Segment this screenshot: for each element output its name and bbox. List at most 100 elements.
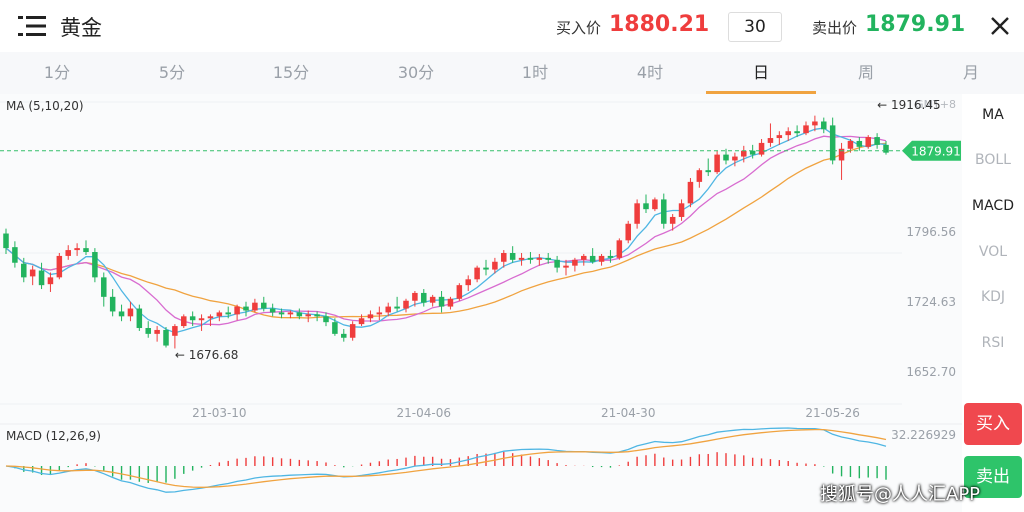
candle: [474, 267, 480, 280]
price-chart[interactable]: 1879.91 MA (5,10,20) GMT+8 1796.56 1724.63 16…: [0, 94, 962, 512]
candle: [12, 247, 18, 263]
indicator-ma[interactable]: MA: [982, 107, 1004, 123]
candle: [56, 255, 63, 278]
candle: [189, 316, 196, 321]
candle: [349, 324, 356, 338]
tab-1min[interactable]: 1分: [43, 63, 71, 82]
ma20-line: [5, 142, 887, 319]
indicator-vol[interactable]: VOL: [978, 244, 1008, 260]
candle: [847, 140, 854, 149]
current-price-tag: [902, 140, 961, 161]
candle: [198, 318, 205, 321]
candle: [74, 248, 80, 251]
candle: [447, 298, 454, 307]
macd-value: 32.226929: [891, 428, 956, 442]
price-annotation: ← 1676.68: [175, 348, 239, 362]
candle: [438, 296, 445, 307]
candle: [367, 314, 374, 319]
candle: [83, 248, 89, 253]
y-tick-label: 1652.70: [906, 365, 956, 379]
candle: [652, 199, 658, 210]
candle: [518, 257, 525, 260]
candle: [21, 263, 27, 278]
candle: [163, 329, 169, 346]
candle: [385, 306, 391, 313]
candle: [758, 142, 765, 155]
candle: [865, 137, 871, 147]
candle: [563, 265, 569, 268]
x-tick-label: 21-04-06: [397, 406, 451, 420]
page-title: 黄金: [60, 16, 102, 40]
candle: [625, 223, 631, 241]
candle: [47, 277, 54, 285]
candle: [127, 308, 134, 317]
candle: [243, 306, 249, 311]
y-tick-label: 1724.63: [906, 295, 956, 309]
candle: [216, 312, 223, 317]
candle: [661, 199, 667, 224]
chart-labels: 1879.91 MA (5,10,20) GMT+8 1796.56 1724.63 16…: [0, 98, 961, 443]
tab-month[interactable]: 月: [962, 63, 979, 82]
tab-5min[interactable]: 5分: [158, 63, 186, 82]
indicator-boll[interactable]: BOLL: [975, 152, 1011, 168]
candle: [252, 302, 258, 311]
tab-day[interactable]: 日: [706, 52, 816, 94]
candle: [296, 312, 303, 317]
macd-dea-line: [5, 428, 887, 488]
candle: [465, 279, 471, 286]
candle: [92, 252, 98, 278]
macd-label: MACD (12,26,9): [6, 429, 101, 443]
candle: [829, 125, 836, 161]
candle: [678, 203, 685, 217]
candle: [741, 150, 747, 157]
candle: [136, 308, 143, 329]
candle: [803, 125, 809, 134]
tab-30min[interactable]: 30分: [397, 63, 435, 82]
close-icon[interactable]: [990, 16, 1010, 36]
candle: [145, 328, 151, 334]
price-annotation: ← 1916.45: [877, 98, 941, 112]
candle: [29, 269, 36, 277]
candle: [634, 203, 640, 224]
candle: [109, 296, 116, 312]
candles: [3, 115, 889, 349]
candle: [429, 296, 436, 303]
y-tick-label: 1796.56: [906, 225, 956, 239]
candle: [456, 285, 463, 299]
ma-label: MA (5,10,20): [6, 99, 84, 113]
candle: [732, 156, 738, 161]
menu-icon[interactable]: [18, 14, 46, 38]
candle: [323, 316, 329, 323]
candle: [225, 312, 231, 315]
ma10-line: [5, 135, 887, 326]
candle: [3, 233, 9, 249]
candle: [403, 300, 409, 309]
indicator-macd[interactable]: MACD: [972, 198, 1014, 214]
top-bar: 黄金 买入价 1880.21 30 卖出价 1879.91: [0, 0, 1024, 52]
buy-button[interactable]: 买入: [964, 403, 1022, 445]
candle: [492, 261, 498, 270]
candle: [821, 121, 827, 130]
candle: [607, 255, 614, 258]
candle: [669, 216, 676, 224]
candle: [874, 137, 880, 145]
candle: [412, 292, 418, 301]
sell-button[interactable]: 卖出: [964, 456, 1022, 498]
macd-dif-line: [5, 427, 887, 493]
candle: [207, 316, 214, 319]
tab-15min[interactable]: 15分: [272, 63, 310, 82]
tab-4h[interactable]: 4时: [636, 63, 664, 82]
indicator-rsi[interactable]: RSI: [981, 335, 1005, 351]
quantity-input[interactable]: 30: [728, 12, 782, 42]
sell-price-label: 卖出价: [812, 19, 858, 37]
candle: [358, 318, 365, 325]
candle: [101, 277, 107, 297]
tab-1h[interactable]: 1时: [521, 63, 549, 82]
candle: [581, 255, 587, 260]
candle: [269, 308, 276, 313]
candle: [616, 240, 623, 258]
indicator-kdj[interactable]: KDJ: [980, 289, 1006, 305]
candle: [38, 270, 45, 286]
tab-week[interactable]: 周: [857, 63, 874, 82]
watermark: 搜狐号@人人汇APP: [820, 484, 981, 505]
